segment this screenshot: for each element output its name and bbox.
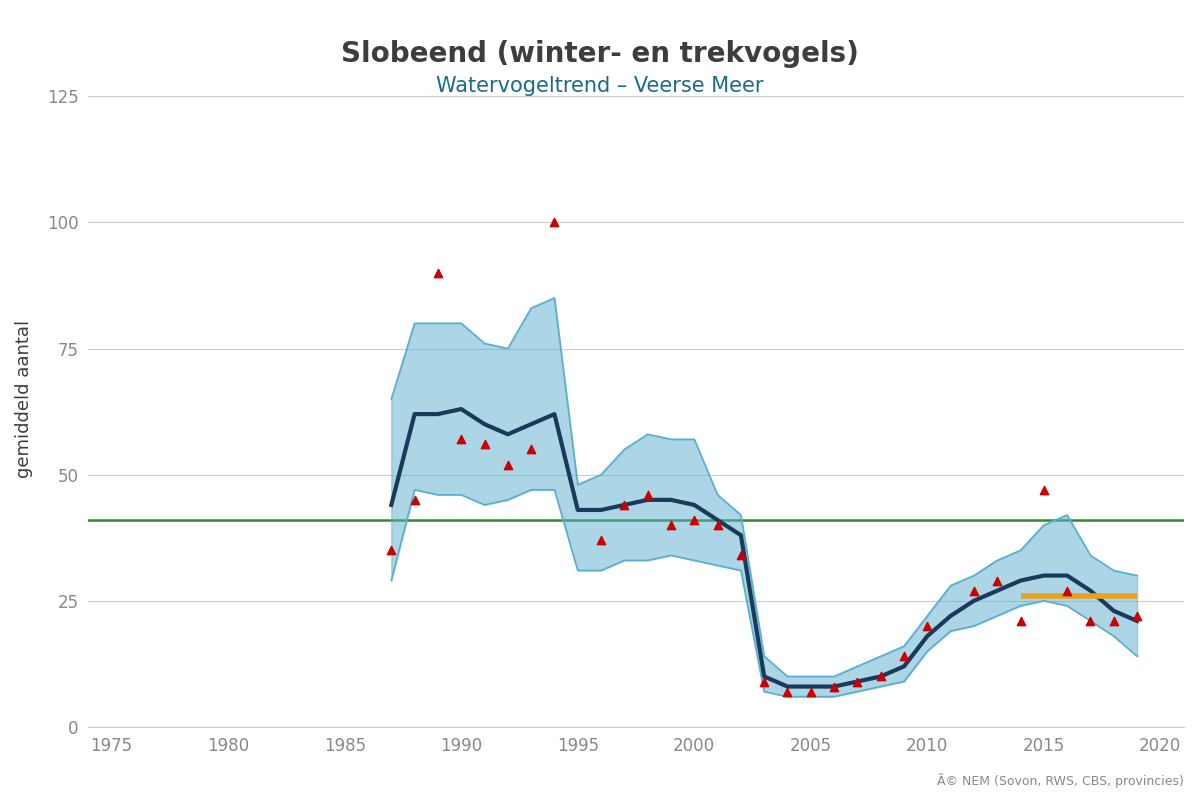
- Point: [614, 498, 634, 511]
- Point: [382, 544, 401, 557]
- Point: [685, 514, 704, 526]
- Point: [988, 574, 1007, 587]
- Point: [1057, 584, 1076, 597]
- Point: [848, 675, 868, 688]
- Point: [522, 443, 541, 456]
- Point: [406, 494, 425, 506]
- Point: [802, 685, 821, 698]
- Point: [475, 438, 494, 450]
- Point: [824, 680, 844, 693]
- Point: [451, 433, 470, 446]
- Point: [592, 534, 611, 546]
- Point: [498, 458, 517, 471]
- Point: [894, 650, 913, 662]
- Point: [755, 675, 774, 688]
- Point: [1081, 614, 1100, 627]
- Point: [708, 518, 727, 531]
- Point: [1034, 483, 1054, 496]
- Y-axis label: gemiddeld aantal: gemiddeld aantal: [14, 320, 34, 478]
- Point: [1128, 610, 1147, 622]
- Point: [965, 584, 984, 597]
- Point: [661, 518, 680, 531]
- Point: [871, 670, 890, 683]
- Point: [638, 489, 658, 502]
- Point: [1104, 614, 1123, 627]
- Text: Watervogeltrend – Veerse Meer: Watervogeltrend – Veerse Meer: [437, 76, 763, 96]
- Point: [428, 266, 448, 279]
- Point: [778, 685, 797, 698]
- Text: Ã© NEM (Sovon, RWS, CBS, provincies): Ã© NEM (Sovon, RWS, CBS, provincies): [937, 773, 1183, 788]
- Text: Slobeend (winter- en trekvogels): Slobeend (winter- en trekvogels): [341, 40, 859, 68]
- Point: [1010, 614, 1030, 627]
- Point: [731, 549, 750, 562]
- Point: [918, 620, 937, 633]
- Point: [545, 216, 564, 229]
